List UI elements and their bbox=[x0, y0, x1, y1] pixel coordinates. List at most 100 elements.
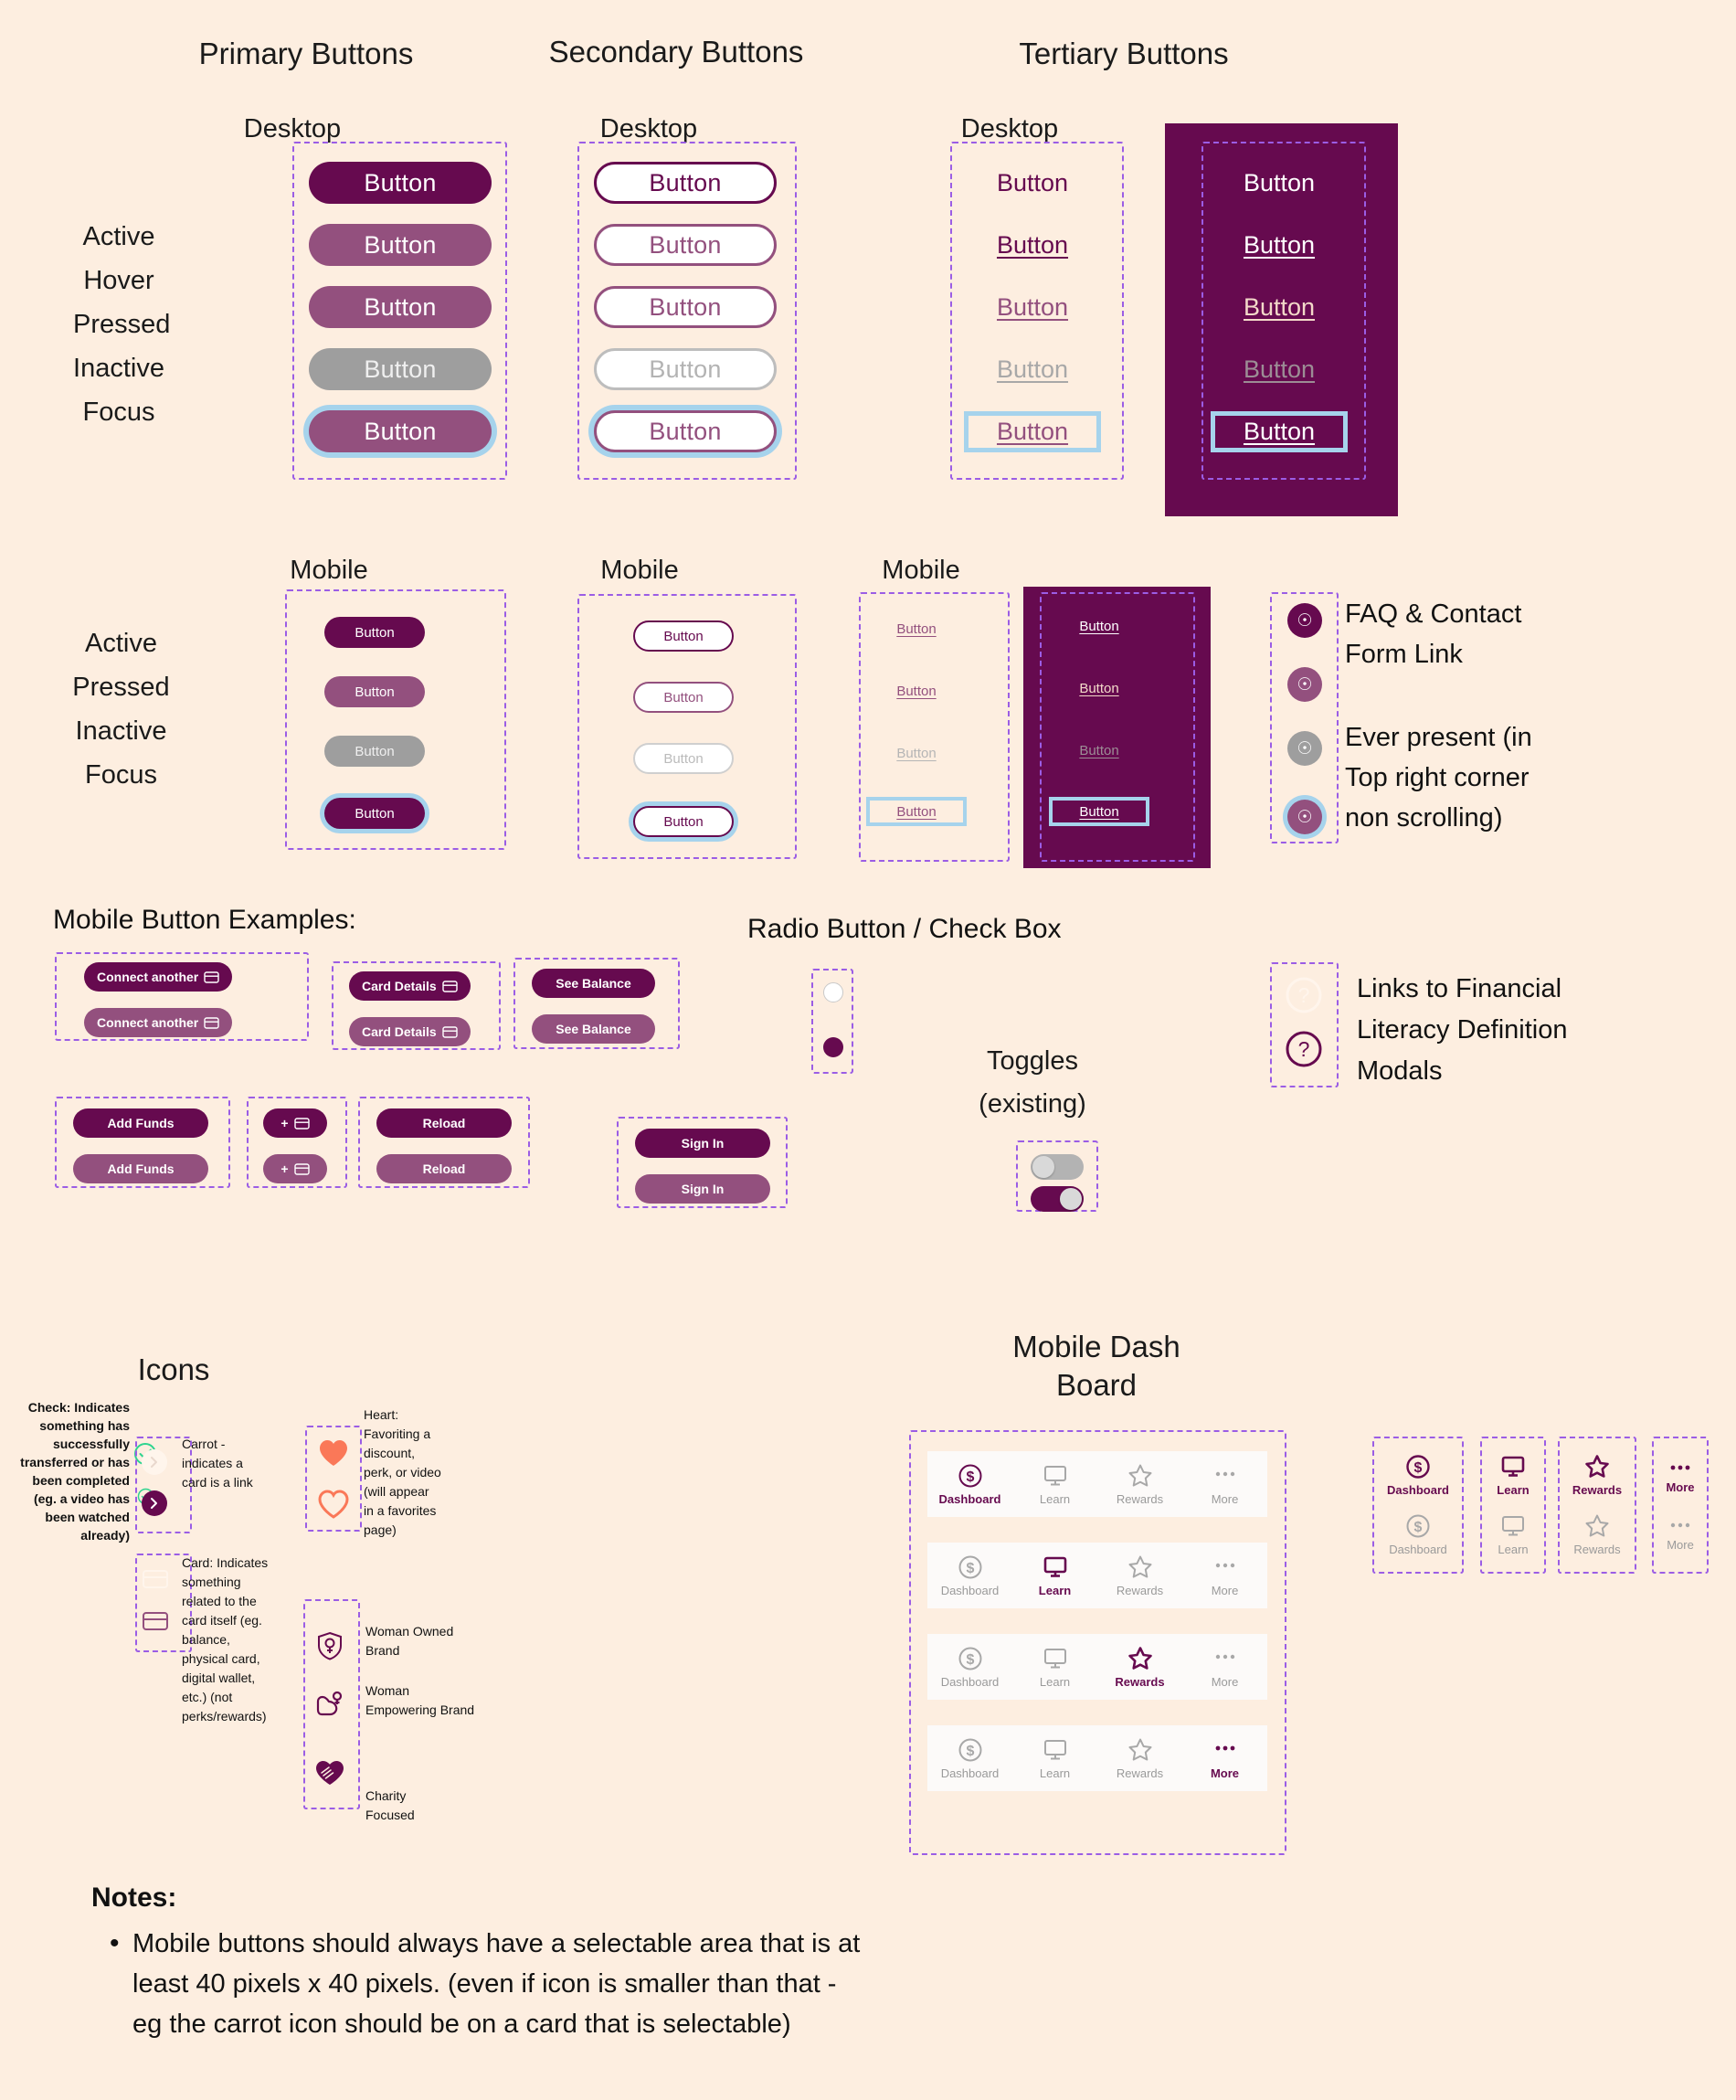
reload-button-active[interactable]: Reload bbox=[376, 1108, 512, 1138]
nav-variant-more-off[interactable]: More bbox=[1655, 1516, 1706, 1552]
tertiary-mobile-group bbox=[859, 592, 1010, 862]
secondary-mobile-button-pressed[interactable]: Button bbox=[633, 682, 734, 713]
connect-another-button-pressed[interactable]: Connect another bbox=[84, 1008, 233, 1037]
faq-description-line2: Form Link bbox=[1345, 640, 1463, 669]
carrot-icon-dark[interactable] bbox=[142, 1490, 167, 1516]
monitor-icon bbox=[1502, 1516, 1524, 1536]
tertiary-button-hover[interactable]: Button bbox=[996, 230, 1069, 259]
woman-owned-shield-icon bbox=[318, 1631, 342, 1660]
secondary-button-inactive: Button bbox=[594, 348, 777, 390]
nav-item-learn[interactable]: Learn bbox=[1023, 1737, 1087, 1780]
nav-item-learn[interactable]: Learn bbox=[1023, 1646, 1087, 1689]
card-details-button-pressed[interactable]: Card Details bbox=[349, 1017, 471, 1046]
see-balance-button-pressed[interactable]: See Balance bbox=[532, 1014, 655, 1044]
nav-item-more[interactable]: More bbox=[1193, 1646, 1257, 1689]
nav-item-more[interactable]: More bbox=[1193, 1737, 1257, 1780]
toggle-on[interactable] bbox=[1031, 1186, 1084, 1212]
primary-button-focus[interactable]: Button bbox=[309, 410, 492, 452]
tertiary-button-focus[interactable]: Button bbox=[964, 411, 1101, 452]
primary-button-pressed[interactable]: Button bbox=[309, 286, 492, 328]
nav-item-more[interactable]: More bbox=[1193, 1554, 1257, 1597]
nav-item-dashboard[interactable]: $ Dashboard bbox=[938, 1554, 1002, 1597]
tertiary-button-pressed[interactable]: Button bbox=[996, 292, 1069, 321]
add-funds-label: Add Funds bbox=[107, 1161, 175, 1176]
nav-item-rewards[interactable]: Rewards bbox=[1108, 1554, 1172, 1597]
nav-variant-learn-off[interactable]: Learn bbox=[1481, 1513, 1545, 1556]
secondary-mobile-button-focus[interactable]: Button bbox=[633, 806, 734, 837]
see-balance-label: See Balance bbox=[556, 1022, 631, 1036]
tertiary-mobile-dark-button-pressed[interactable]: Button bbox=[1079, 680, 1119, 696]
nav-variant-dashboard-on[interactable]: $ Dashboard bbox=[1386, 1454, 1450, 1497]
nav-item-rewards[interactable]: Rewards bbox=[1108, 1463, 1172, 1506]
nav-item-learn[interactable]: Learn bbox=[1023, 1463, 1087, 1506]
question-circle-icon-dark[interactable]: ? bbox=[1285, 1030, 1323, 1068]
primary-mobile-button-focus[interactable]: Button bbox=[324, 798, 425, 829]
add-card-button-pressed[interactable]: + bbox=[263, 1154, 327, 1183]
nav-item-dashboard[interactable]: $ Dashboard bbox=[938, 1646, 1002, 1689]
secondary-mobile-label: Mobile bbox=[600, 556, 679, 585]
nav-bar-row-rewards: $ Dashboard Learn Rewards More bbox=[927, 1634, 1267, 1700]
secondary-button-focus[interactable]: Button bbox=[594, 410, 777, 452]
nav-item-rewards[interactable]: Rewards bbox=[1108, 1737, 1172, 1780]
tertiary-mobile-button-focus[interactable]: Button bbox=[866, 797, 967, 826]
primary-button-active[interactable]: Button bbox=[309, 162, 492, 204]
nav-item-dashboard[interactable]: $ Dashboard bbox=[938, 1463, 1002, 1506]
tertiary-dark-button-hover[interactable]: Button bbox=[1243, 230, 1316, 259]
add-funds-button-pressed[interactable]: Add Funds bbox=[73, 1154, 208, 1183]
state-label-active: Active bbox=[82, 222, 155, 251]
secondary-button-pressed[interactable]: Button bbox=[594, 286, 777, 328]
radio-button-checked[interactable] bbox=[823, 1037, 843, 1057]
card-icon-dark[interactable] bbox=[142, 1610, 169, 1632]
sign-in-button-pressed[interactable]: Sign In bbox=[635, 1174, 770, 1204]
svg-text:$: $ bbox=[966, 1744, 974, 1759]
secondary-button-hover[interactable]: Button bbox=[594, 224, 777, 266]
see-balance-button-active[interactable]: See Balance bbox=[532, 969, 655, 998]
faq-description-line1: FAQ & Contact bbox=[1345, 599, 1522, 629]
sign-in-button-active[interactable]: Sign In bbox=[635, 1129, 770, 1158]
secondary-button-active[interactable]: Button bbox=[594, 162, 777, 204]
heart-icon-filled[interactable] bbox=[318, 1438, 349, 1468]
tertiary-dark-button-pressed[interactable]: Button bbox=[1243, 292, 1316, 321]
nav-item-learn[interactable]: Learn bbox=[1023, 1554, 1087, 1597]
tertiary-mobile-button-pressed[interactable]: Button bbox=[896, 683, 937, 699]
connect-another-button-active[interactable]: Connect another bbox=[84, 962, 233, 992]
carrot-icon-light[interactable] bbox=[142, 1449, 167, 1475]
nav-item-dashboard[interactable]: $ Dashboard bbox=[938, 1737, 1002, 1780]
question-circle-icon-light[interactable]: ? bbox=[1285, 976, 1323, 1014]
nav-variant-dashboard-off[interactable]: $ Dashboard bbox=[1386, 1513, 1450, 1556]
card-icon-light[interactable] bbox=[142, 1568, 169, 1590]
tertiary-button-active[interactable]: Button bbox=[996, 168, 1069, 196]
dollar-circle-icon: $ bbox=[958, 1738, 981, 1761]
sign-in-example-group bbox=[617, 1117, 788, 1208]
nav-variant-rewards-off[interactable]: Rewards bbox=[1565, 1513, 1629, 1556]
tertiary-mobile-dark-button-focus[interactable]: Button bbox=[1049, 797, 1149, 826]
toggles-title-line2: (existing) bbox=[979, 1089, 1086, 1119]
primary-mobile-button-active[interactable]: Button bbox=[324, 617, 425, 648]
nav-variant-rewards-on[interactable]: Rewards bbox=[1565, 1454, 1629, 1497]
toggle-off[interactable] bbox=[1031, 1154, 1084, 1180]
faq-icon-focus[interactable]: ☉ bbox=[1287, 800, 1322, 834]
add-funds-button-active[interactable]: Add Funds bbox=[73, 1108, 208, 1138]
faq-icon-pressed[interactable]: ☉ bbox=[1287, 667, 1322, 702]
tertiary-mobile-button-active[interactable]: Button bbox=[896, 620, 937, 637]
primary-button-hover[interactable]: Button bbox=[309, 224, 492, 266]
heart-icon-outline[interactable] bbox=[318, 1490, 349, 1519]
nav-variant-learn-on[interactable]: Learn bbox=[1481, 1454, 1545, 1497]
reload-button-pressed[interactable]: Reload bbox=[376, 1154, 512, 1183]
tertiary-dark-button-active[interactable]: Button bbox=[1243, 168, 1316, 196]
see-balance-label: See Balance bbox=[556, 976, 631, 991]
card-details-button-active[interactable]: Card Details bbox=[349, 971, 471, 1001]
add-card-button-active[interactable]: + bbox=[263, 1108, 327, 1138]
nav-label-learn: Learn bbox=[1038, 1583, 1072, 1597]
tertiary-mobile-dark-button-active[interactable]: Button bbox=[1079, 618, 1119, 634]
nav-item-more[interactable]: More bbox=[1193, 1463, 1257, 1506]
nav-item-rewards[interactable]: Rewards bbox=[1108, 1646, 1172, 1689]
radio-button-unchecked[interactable] bbox=[823, 982, 843, 1002]
nav-variant-label-more: More bbox=[1666, 1480, 1695, 1494]
nav-label-more: More bbox=[1210, 1766, 1240, 1780]
nav-variant-more-on[interactable]: More bbox=[1655, 1458, 1706, 1494]
tertiary-dark-button-focus[interactable]: Button bbox=[1211, 411, 1348, 452]
primary-mobile-button-pressed[interactable]: Button bbox=[324, 676, 425, 707]
secondary-mobile-button-active[interactable]: Button bbox=[633, 620, 734, 652]
faq-icon-active[interactable]: ☉ bbox=[1287, 603, 1322, 638]
